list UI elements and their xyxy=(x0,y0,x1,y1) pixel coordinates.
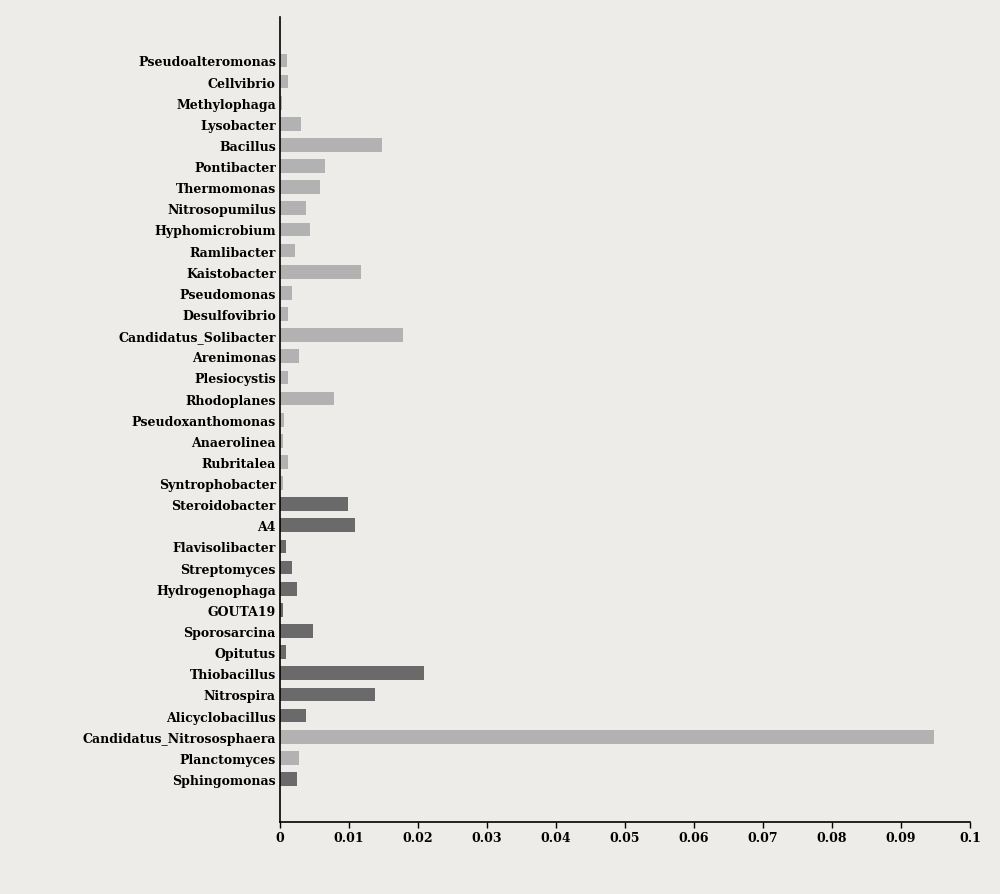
Bar xyxy=(280,434,283,448)
Bar xyxy=(280,624,313,638)
Bar xyxy=(280,76,288,89)
Bar xyxy=(280,709,306,722)
Bar xyxy=(280,118,301,131)
Bar xyxy=(280,540,286,553)
Bar xyxy=(280,582,297,596)
Bar xyxy=(280,751,299,764)
Bar xyxy=(280,645,286,659)
Bar xyxy=(280,139,382,153)
Bar xyxy=(280,371,288,384)
Bar xyxy=(280,97,282,110)
Bar xyxy=(280,224,310,237)
Bar xyxy=(280,160,325,173)
Bar xyxy=(280,350,299,364)
Bar xyxy=(280,287,292,300)
Bar xyxy=(280,308,288,322)
Bar xyxy=(280,266,361,279)
Bar xyxy=(280,687,375,702)
Bar xyxy=(280,730,934,744)
Bar xyxy=(280,55,287,68)
Bar xyxy=(280,772,297,786)
Bar xyxy=(280,244,295,258)
Bar xyxy=(280,477,283,491)
Bar xyxy=(280,329,403,342)
Bar xyxy=(280,603,283,617)
Bar xyxy=(280,456,288,469)
Bar xyxy=(280,519,355,533)
Bar xyxy=(280,181,320,195)
Bar xyxy=(280,667,424,680)
Bar xyxy=(280,202,306,216)
Bar xyxy=(280,561,292,575)
Bar xyxy=(280,498,348,511)
Bar xyxy=(280,413,284,427)
Bar xyxy=(280,392,334,406)
